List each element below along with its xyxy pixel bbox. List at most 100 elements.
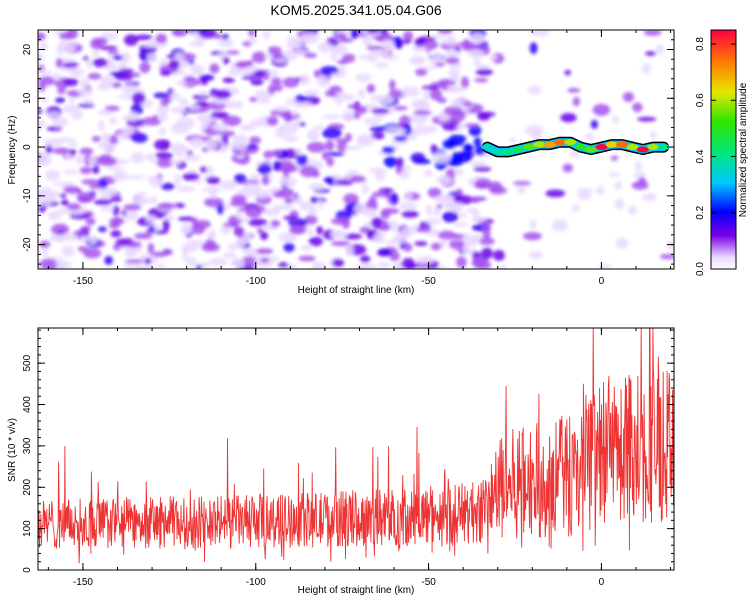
noise-patch bbox=[415, 68, 428, 76]
noise-patch bbox=[76, 192, 96, 202]
noise-patch bbox=[612, 115, 620, 124]
noise-patch bbox=[69, 67, 84, 77]
noise-patch bbox=[93, 37, 108, 46]
noise-patch bbox=[57, 88, 66, 95]
noise-patch bbox=[571, 204, 580, 212]
noise-patch bbox=[371, 191, 391, 198]
noise-patch bbox=[434, 194, 453, 204]
noise-patch bbox=[246, 37, 259, 44]
noise-patch bbox=[171, 30, 182, 36]
noise-patch bbox=[131, 132, 148, 143]
noise-patch bbox=[572, 96, 581, 107]
noise-patch bbox=[527, 85, 542, 95]
spectrogram-frame bbox=[37, 29, 675, 270]
noise-patch bbox=[41, 96, 49, 103]
noise-patch bbox=[62, 104, 79, 114]
noise-patch bbox=[493, 249, 505, 261]
noise-patch bbox=[66, 30, 78, 40]
noise-patch bbox=[350, 175, 366, 183]
noise-patch bbox=[400, 226, 415, 237]
noise-patch bbox=[585, 133, 595, 141]
noise-patch bbox=[481, 220, 489, 231]
noise-patch bbox=[77, 103, 95, 108]
noise-patch bbox=[130, 152, 145, 164]
noise-patch bbox=[551, 219, 568, 232]
noise-patch bbox=[61, 245, 75, 257]
noise-patch bbox=[470, 160, 487, 168]
noise-patch bbox=[308, 182, 325, 191]
noise-patch bbox=[263, 53, 273, 60]
noise-patch bbox=[294, 94, 307, 103]
noise-patch bbox=[324, 90, 340, 97]
noise-patch bbox=[88, 184, 103, 189]
noise-patch bbox=[57, 44, 76, 53]
noise-patch bbox=[448, 134, 467, 144]
noise-patch bbox=[118, 131, 130, 140]
noise-patch bbox=[109, 217, 125, 225]
noise-patch bbox=[136, 191, 147, 197]
signal-track-point bbox=[605, 141, 618, 148]
noise-patch bbox=[52, 72, 61, 81]
noise-patch bbox=[232, 257, 245, 269]
noise-patch bbox=[195, 38, 205, 45]
noise-patch bbox=[382, 208, 400, 215]
noise-patch bbox=[110, 230, 122, 238]
noise-patch bbox=[145, 153, 155, 161]
noise-patch bbox=[234, 238, 246, 250]
y-tick-label: -20 bbox=[22, 237, 33, 252]
noise-patch bbox=[55, 57, 63, 68]
noise-patch bbox=[632, 102, 643, 113]
noise-patch bbox=[123, 34, 139, 46]
noise-patch bbox=[562, 163, 573, 173]
noise-patch bbox=[273, 190, 286, 198]
noise-patch bbox=[529, 42, 538, 55]
noise-patch bbox=[370, 131, 385, 140]
noise-patch bbox=[380, 30, 388, 34]
noise-patch bbox=[83, 225, 92, 231]
noise-patch bbox=[308, 236, 323, 247]
noise-patch bbox=[401, 257, 416, 269]
noise-patch bbox=[188, 104, 201, 111]
noise-patch bbox=[139, 61, 151, 74]
noise-patch bbox=[86, 58, 93, 69]
noise-patch bbox=[113, 243, 121, 251]
noise-patch bbox=[77, 87, 94, 97]
noise-patch bbox=[118, 52, 131, 64]
noise-patch bbox=[222, 77, 235, 84]
noise-patch bbox=[411, 99, 429, 110]
noise-patch bbox=[338, 65, 346, 77]
noise-patch bbox=[464, 123, 480, 128]
noise-patch bbox=[146, 52, 158, 63]
noise-patch bbox=[278, 262, 289, 268]
noise-patch bbox=[423, 89, 430, 102]
noise-patch bbox=[641, 193, 658, 202]
noise-patch bbox=[267, 187, 280, 192]
noise-patch bbox=[81, 179, 101, 185]
noise-patch bbox=[190, 64, 205, 76]
noise-patch bbox=[644, 51, 657, 56]
noise-patch bbox=[222, 115, 242, 127]
noise-patch bbox=[471, 211, 480, 217]
noise-patch bbox=[102, 143, 116, 153]
noise-patch bbox=[356, 134, 375, 146]
noise-patch bbox=[38, 53, 45, 63]
noise-patch bbox=[334, 91, 347, 96]
noise-patch bbox=[290, 38, 303, 49]
x-tick-label: -150 bbox=[73, 577, 93, 588]
noise-patch bbox=[180, 223, 192, 235]
noise-patch bbox=[173, 202, 186, 209]
noise-patch bbox=[317, 75, 331, 87]
noise-patch bbox=[159, 70, 172, 76]
noise-patch bbox=[125, 241, 142, 248]
spectrogram-ylabel: Frequency (Hz) bbox=[7, 116, 18, 185]
noise-patch bbox=[291, 109, 298, 117]
noise-patch bbox=[300, 32, 320, 45]
noise-patch bbox=[240, 256, 258, 268]
noise-patch bbox=[94, 199, 113, 206]
noise-patch bbox=[97, 109, 115, 116]
noise-patch bbox=[596, 185, 604, 196]
noise-patch bbox=[98, 45, 118, 50]
noise-patch bbox=[341, 94, 356, 101]
noise-patch bbox=[385, 240, 400, 245]
